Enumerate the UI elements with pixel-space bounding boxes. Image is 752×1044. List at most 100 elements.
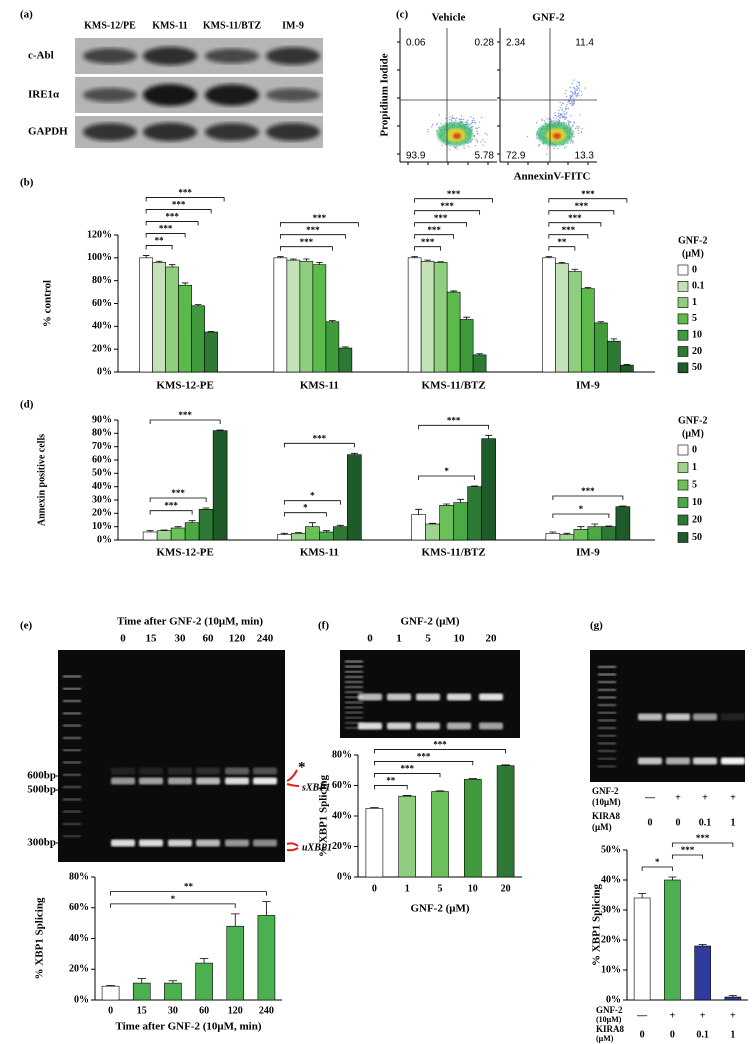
ladder-band — [598, 696, 616, 699]
flow-dot — [467, 145, 470, 148]
flow-dot — [567, 107, 570, 110]
error-bar — [437, 261, 444, 263]
error-bar — [577, 526, 585, 530]
error-bar — [188, 520, 196, 523]
x-tick-label: 120 — [228, 1005, 243, 1016]
panel-label: (b) — [20, 177, 34, 189]
gel-band — [168, 777, 192, 785]
significance-label: * — [310, 491, 315, 501]
gel-band — [693, 757, 717, 765]
x-tick-label: 0 — [372, 883, 377, 894]
flow-dot — [454, 147, 456, 149]
flow-dot — [576, 85, 578, 87]
y-axis-label: % XBP1 Splicing — [318, 775, 330, 857]
bar — [226, 925, 245, 1001]
error-bar — [181, 282, 189, 286]
error-bar — [584, 287, 592, 289]
lane-label: IM-9 — [282, 20, 304, 31]
x-tick-label: 15 — [137, 1005, 147, 1016]
flow-dot — [484, 132, 487, 134]
y-tick-label: 0% — [97, 366, 112, 377]
panel-label: (d) — [20, 399, 34, 411]
flow-dot — [559, 112, 561, 115]
bar — [398, 795, 417, 878]
flow-dot — [573, 90, 576, 93]
flow-dot — [455, 117, 458, 119]
lane-label: 10 — [454, 633, 466, 645]
flow-dot — [558, 119, 561, 122]
y-tick-label: 20% — [92, 343, 112, 354]
panel-label: (c) — [396, 9, 409, 21]
flow-dot — [561, 116, 564, 119]
significance-bracket — [374, 773, 441, 778]
x-tick-label: KMS-12-PE — [156, 380, 213, 392]
legend-label: 1 — [692, 297, 697, 308]
flow-dot — [564, 118, 566, 121]
significance-bracket — [110, 891, 267, 896]
error-bar — [545, 256, 553, 258]
significance-label: *** — [447, 415, 461, 425]
bar — [463, 779, 482, 878]
lane-label: 240 — [257, 633, 274, 645]
gel-band — [721, 713, 745, 721]
error-bar — [199, 958, 209, 964]
gel-band — [196, 839, 220, 847]
ladder-band — [598, 757, 616, 760]
flow-dot — [541, 118, 543, 121]
quadrant-value: 13.3 — [575, 151, 595, 162]
significance-label: *** — [562, 225, 576, 235]
flow-dot — [560, 113, 563, 116]
legend-label: 50 — [692, 532, 702, 543]
ladder-band — [598, 704, 616, 707]
blot-band — [205, 123, 259, 141]
flow-dot — [564, 92, 566, 95]
band-label: uXBP1 — [302, 842, 332, 853]
gel-band — [253, 839, 277, 847]
flow-dot — [576, 89, 578, 91]
flow-dot — [535, 137, 538, 139]
flow-density — [453, 133, 461, 139]
flow-dot — [552, 120, 555, 122]
flow-dot — [546, 147, 549, 149]
flow-dot — [564, 115, 566, 118]
flow-dot — [475, 138, 477, 140]
significance-label: *** — [696, 833, 710, 843]
flow-dot — [581, 91, 583, 93]
legend-label: 10 — [692, 329, 702, 340]
y-tick-label: 40% — [69, 933, 89, 944]
flow-dot — [572, 124, 574, 127]
band-label: sXBP1 — [301, 782, 330, 793]
flow-dot — [535, 122, 538, 124]
significance-label: ** — [155, 236, 165, 246]
bar — [425, 523, 440, 541]
significance-label: ** — [386, 775, 396, 785]
flow-dot — [574, 94, 576, 96]
ladder-band — [598, 711, 616, 714]
flow-dot — [470, 141, 472, 143]
significance-label: *** — [421, 237, 435, 247]
flow-dot — [577, 81, 579, 83]
row-label: (μM) — [596, 1034, 614, 1043]
flow-dot — [568, 123, 570, 126]
error-bar — [457, 498, 465, 503]
significance-bracket — [418, 424, 490, 430]
significance-bracket — [548, 198, 628, 203]
flow-dot — [481, 116, 483, 119]
flow-dot — [449, 148, 451, 151]
flow-dot — [577, 127, 579, 129]
significance-label: *** — [178, 188, 192, 198]
bar — [319, 531, 334, 541]
quadrant-value: 72.9 — [506, 151, 526, 162]
flow-dot — [538, 144, 540, 147]
band-arrow — [286, 842, 299, 852]
significance-bracket — [145, 221, 199, 226]
flow-dot — [576, 125, 578, 128]
ladder-band — [63, 724, 81, 727]
y-tick-label: 10% — [92, 521, 112, 532]
y-axis-label: % control — [42, 280, 54, 327]
ladder-band — [63, 773, 81, 776]
flow-dot — [445, 117, 447, 120]
y-tick-label: 0% — [606, 994, 621, 1005]
significance-bracket — [145, 245, 173, 250]
bar — [411, 514, 426, 541]
